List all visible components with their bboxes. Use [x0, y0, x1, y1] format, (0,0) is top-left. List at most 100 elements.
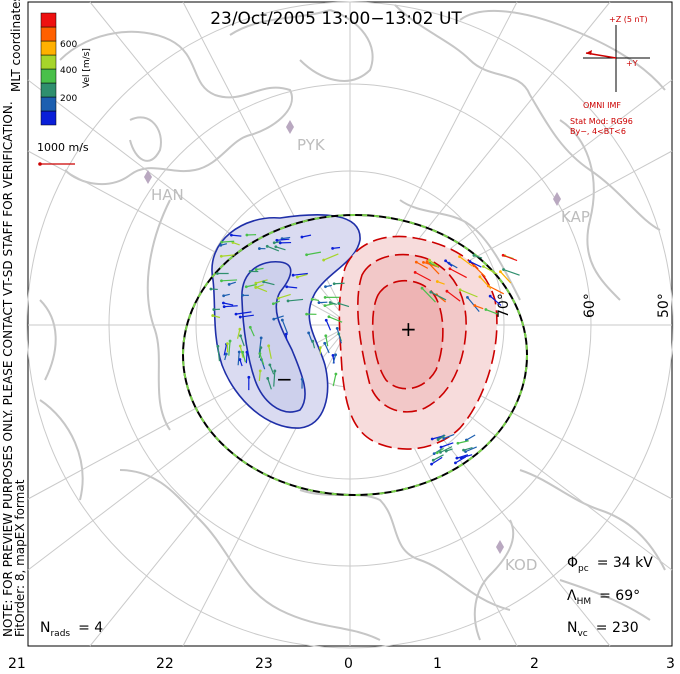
- colorbar-tick-400: 400: [60, 66, 77, 76]
- velocity-vector-origin: [310, 297, 314, 301]
- vector-count: Nvc = 230: [567, 620, 639, 639]
- velocity-vector: [246, 283, 258, 288]
- velocity-vector: [297, 273, 308, 278]
- velocity-vector-origin: [328, 301, 332, 304]
- velocity-vector-origin: [337, 302, 341, 305]
- imf-y-label: +Y: [626, 59, 638, 68]
- site-marker-kod: [496, 540, 504, 554]
- velocity-vector: [273, 315, 284, 320]
- velocity-vector-origin: [324, 285, 327, 289]
- velocity-vector-origin: [430, 437, 434, 441]
- velocity-vector-origin: [432, 452, 436, 456]
- velocity-vector-origin: [436, 438, 440, 442]
- velocity-vector: [431, 456, 443, 465]
- velocity-vector-origin: [244, 285, 248, 289]
- velocity-vector: [430, 291, 447, 301]
- velocity-vector-origin: [265, 244, 269, 248]
- velocity-vector-origin: [226, 342, 229, 345]
- velocity-vector: [459, 289, 478, 298]
- velocity-vector-origin: [458, 288, 462, 292]
- velocity-vector-origin: [248, 325, 252, 329]
- velocity-vector: [217, 346, 221, 362]
- velocity-vector: [267, 245, 280, 252]
- colorbar-tick-200: 200: [60, 94, 77, 104]
- negative-cell: [211, 214, 361, 429]
- preview-note: NOTE: FOR PREVIEW PURPOSES ONLY. PLEASE …: [1, 101, 15, 637]
- velocity-vector-origin: [322, 258, 326, 262]
- imf-vector-head: [586, 50, 592, 55]
- radar-count: Nrads = 4: [40, 620, 103, 639]
- velocity-vector-origin: [248, 270, 252, 273]
- velocity-vector-origin: [216, 344, 220, 348]
- velocity-vector-origin: [454, 461, 457, 465]
- velocity-vector-origin: [285, 285, 289, 289]
- lat-label-50: 50°: [656, 293, 672, 318]
- velocity-vector-origin: [448, 267, 452, 271]
- stat-model-line1: Stat Mod: RG96: [570, 117, 633, 126]
- imf-dial: +Z (5 nT) +Y OMNI IMF Stat Mod: RG96 By−…: [570, 15, 650, 136]
- velocity-vector: [460, 454, 473, 459]
- velocity-vector: [324, 343, 330, 354]
- colorbar-label: Vel [m/s]: [82, 48, 92, 88]
- velocity-vector: [416, 261, 429, 269]
- velocity-vector: [449, 268, 467, 279]
- velocity-vector-origin: [228, 339, 232, 343]
- velocity-vector-origin: [267, 344, 271, 348]
- velocity-vector-origin: [258, 247, 261, 250]
- velocity-vector: [273, 370, 276, 387]
- velocity-vector: [479, 276, 492, 290]
- velocity-vector-origin: [286, 299, 290, 303]
- velocity-vector-origin: [239, 334, 242, 338]
- velocity-vector-origin: [220, 240, 224, 244]
- colorbar-swatch: [40, 26, 57, 42]
- velocity-vector-origin: [335, 326, 339, 330]
- velocity-vector: [483, 265, 498, 275]
- velocity-vector-origin: [227, 282, 231, 286]
- velocity-vector-origin: [439, 450, 442, 454]
- site-label-kap: KAP: [561, 208, 590, 226]
- colorbar-swatches: [40, 12, 57, 126]
- velocity-vector-origin: [334, 372, 338, 376]
- velocity-vector: [239, 335, 245, 347]
- velocity-vector-origin: [502, 268, 505, 271]
- velocity-vector: [325, 335, 329, 347]
- velocity-vector: [332, 354, 337, 364]
- velocity-vector-origin: [422, 260, 425, 264]
- velocity-vector: [433, 448, 442, 455]
- velocity-vector-origin: [300, 377, 304, 381]
- figure-title: 23/Oct/2005 13:00−13:02 UT: [210, 9, 462, 29]
- velocity-vector: [459, 256, 473, 267]
- coordinate-label: MLT coordinates: [9, 0, 23, 92]
- velocity-vector-origin: [254, 281, 258, 285]
- velocity-vector: [323, 253, 339, 261]
- mlt-axis: 21 22 23 0 1 2 3: [8, 656, 675, 672]
- imf-source: OMNI IMF: [583, 101, 621, 110]
- velocity-vector-origin: [222, 294, 226, 298]
- velocity-vector-origin: [212, 308, 216, 311]
- velocity-vector-origin: [291, 273, 295, 277]
- velocity-vector: [502, 254, 518, 262]
- colorbar-swatch: [40, 82, 57, 98]
- velocity-vector-origin: [238, 315, 242, 319]
- mlt-tick-21: 21: [8, 656, 26, 672]
- velocity-vector: [488, 285, 505, 295]
- velocity-vector: [445, 260, 453, 267]
- velocity-vector: [221, 254, 235, 257]
- velocity-vector-origin: [429, 290, 433, 294]
- velocity-vector: [281, 319, 289, 334]
- velocity-vector: [414, 271, 431, 282]
- velocity-vector: [278, 293, 291, 299]
- velocity-vector-origin: [323, 341, 327, 345]
- velocity-vector: [240, 314, 254, 318]
- velocity-vector-origin: [284, 332, 288, 336]
- velocity-vector-origin: [323, 295, 327, 299]
- site-label-pyk: PYK: [297, 136, 326, 154]
- velocity-vector-origin: [209, 287, 213, 291]
- colorbar-swatch: [40, 54, 57, 70]
- colorbar-swatch: [40, 40, 57, 56]
- velocity-vector-origin: [305, 253, 308, 257]
- velocity-vector-origin: [413, 270, 417, 274]
- velocity-vector-origin: [259, 346, 263, 349]
- velocity-vector: [466, 297, 480, 313]
